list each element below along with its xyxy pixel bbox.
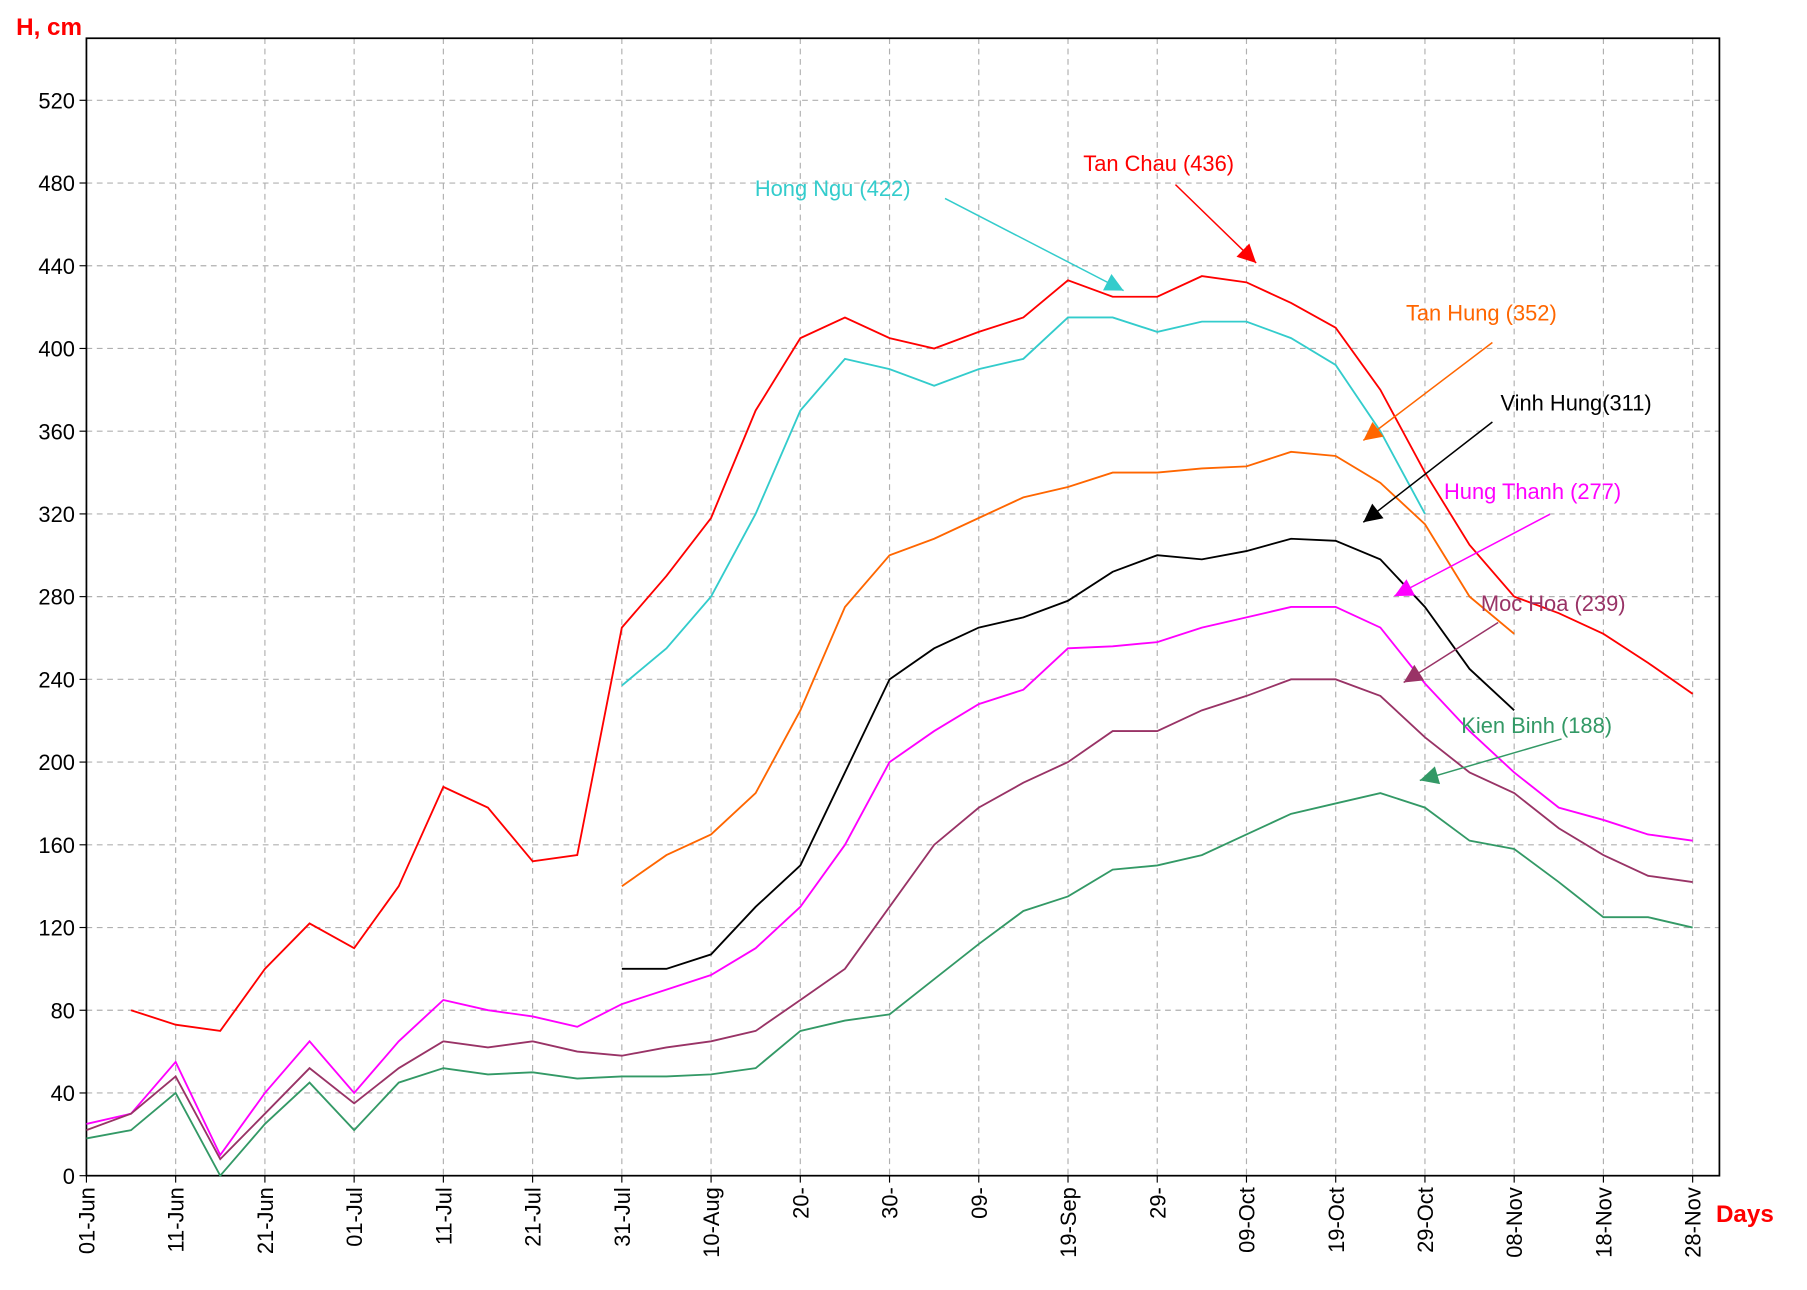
x-tick-label: 11-Jun: [164, 1187, 189, 1252]
x-tick-label: 29-: [1145, 1187, 1170, 1219]
y-tick-label: 280: [38, 585, 75, 610]
y-tick-label: 480: [38, 171, 75, 196]
label-arrow: [1174, 184, 1257, 264]
arrow-head: [1236, 243, 1257, 263]
y-tick-label: 520: [38, 88, 75, 113]
arrow-head: [1394, 579, 1416, 597]
x-tick-label: 10-Aug: [699, 1187, 724, 1258]
y-tick-label: 320: [38, 502, 75, 527]
series-line: [130, 275, 1694, 1032]
arrow-head: [1102, 273, 1124, 291]
label-arrow: [944, 197, 1124, 292]
x-tick-label: 21-Jul: [521, 1187, 546, 1247]
y-tick-label: 120: [38, 916, 75, 941]
y-axis-title: H, cm: [16, 14, 82, 41]
label-arrow: [1362, 341, 1493, 442]
y-tick-label: 200: [38, 750, 75, 775]
y-tick-label: 440: [38, 254, 75, 279]
y-tick-label: 80: [51, 998, 75, 1023]
series-line: [86, 792, 1693, 1178]
series-line: [86, 678, 1693, 1161]
y-tick-label: 360: [38, 419, 75, 444]
y-tick-label: 40: [51, 1081, 75, 1106]
label-arrow: [1362, 421, 1493, 523]
label-arrow: [1419, 738, 1562, 782]
x-tick-label: 11-Jul: [431, 1187, 456, 1245]
x-tick-label: 29-Oct: [1413, 1187, 1438, 1253]
series-label: Moc Hoa (239): [1481, 591, 1626, 616]
x-axis-title: Days: [1716, 1201, 1774, 1228]
x-tick-label: 31-Jul: [610, 1187, 635, 1247]
x-tick-label: 01-Jul: [342, 1187, 367, 1247]
arrow-head: [1363, 503, 1384, 523]
x-tick-label: 28-Nov: [1681, 1187, 1706, 1258]
plot-frame: [85, 37, 1721, 1177]
series-label: Tan Chau (436): [1083, 151, 1234, 176]
x-tick-label: 19-Sep: [1056, 1187, 1081, 1258]
x-tick-label: 01-Jun: [74, 1187, 99, 1254]
label-arrow: [1403, 621, 1499, 684]
label-arrow: [1394, 513, 1551, 597]
x-tick-label: 09-: [967, 1187, 992, 1219]
y-tick-label: 160: [38, 833, 75, 858]
x-tick-label: 19-Oct: [1324, 1187, 1349, 1253]
x-tick-label: 08-Nov: [1502, 1187, 1527, 1258]
x-tick-label: 20-: [788, 1187, 813, 1219]
series-line: [621, 450, 1515, 887]
x-tick-label: 30-: [878, 1187, 903, 1219]
x-tick-label: 09-Oct: [1235, 1187, 1260, 1253]
arrow-head: [1419, 766, 1441, 785]
series-label: Hong Ngu (422): [755, 176, 911, 201]
arrow-head: [1363, 421, 1384, 441]
series-label: Vinh Hung(311): [1500, 390, 1651, 415]
y-tick-label: 0: [63, 1164, 75, 1189]
y-tick-label: 240: [38, 667, 75, 692]
x-tick-label: 21-Jun: [253, 1187, 278, 1254]
x-tick-label: 18-Nov: [1591, 1187, 1616, 1258]
series-label: Kien Binh (188): [1461, 713, 1612, 738]
series-label: Tan Hung (352): [1406, 301, 1557, 326]
y-tick-label: 400: [38, 337, 75, 362]
arrow-head: [1403, 664, 1425, 683]
series-line: [86, 606, 1693, 1157]
series-label: Hung Thanh (277): [1444, 479, 1621, 504]
series-line: [621, 537, 1515, 970]
series-line: [621, 316, 1426, 687]
